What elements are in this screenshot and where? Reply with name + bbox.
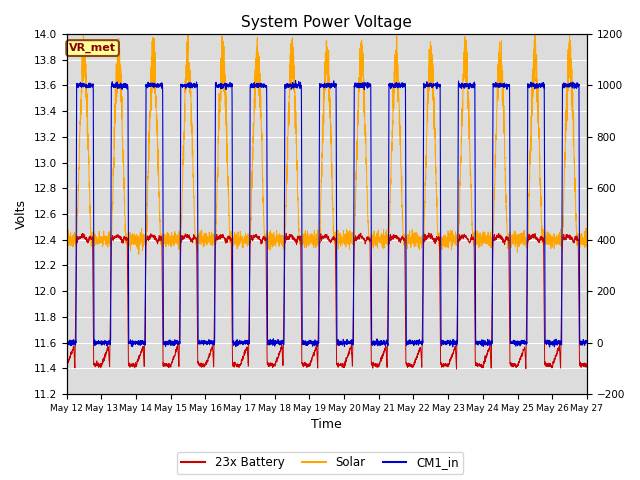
Line: 23x Battery: 23x Battery (67, 233, 587, 369)
Solar (531, 31, 539, 37)
Solar (534, 120, 541, 125)
CM1_in (583, 339, 591, 345)
23x Battery (425, 230, 433, 236)
23x Battery (452, 366, 460, 372)
Solar (583, 240, 591, 245)
CM1_in (63, 337, 70, 343)
Solar (174, 235, 182, 241)
Line: CM1_in: CM1_in (67, 81, 587, 347)
Solar (135, 252, 143, 257)
CM1_in (583, 338, 591, 344)
23x Battery (387, 231, 394, 237)
CM1_in (378, 340, 385, 346)
Solar (208, 234, 216, 240)
CM1_in (387, 81, 394, 87)
23x Battery (534, 235, 541, 241)
23x Battery (583, 362, 591, 368)
Solar (63, 240, 70, 246)
CM1_in (208, 338, 216, 344)
CM1_in (546, 344, 554, 350)
23x Battery (63, 362, 70, 368)
Title: System Power Voltage: System Power Voltage (241, 15, 412, 30)
CM1_in (174, 340, 182, 346)
Solar (583, 241, 591, 247)
Y-axis label: Volts: Volts (15, 199, 28, 229)
X-axis label: Time: Time (311, 419, 342, 432)
Solar (378, 240, 385, 245)
Legend: 23x Battery, Solar, CM1_in: 23x Battery, Solar, CM1_in (177, 452, 463, 474)
23x Battery (583, 363, 591, 369)
CM1_in (534, 81, 541, 87)
23x Battery (208, 345, 216, 351)
CM1_in (292, 78, 300, 84)
Text: VR_met: VR_met (69, 43, 116, 53)
Solar (387, 192, 394, 197)
23x Battery (174, 348, 182, 353)
23x Battery (378, 358, 385, 364)
Line: Solar: Solar (67, 34, 587, 254)
